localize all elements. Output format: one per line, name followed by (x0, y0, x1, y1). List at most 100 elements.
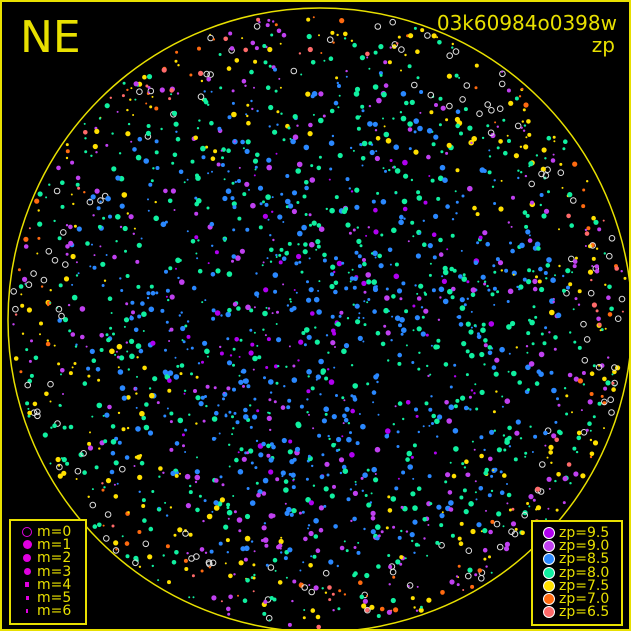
star-point (84, 137, 87, 140)
star-point (264, 543, 269, 548)
star-point (327, 368, 330, 371)
star-point (417, 430, 420, 434)
star-point (386, 433, 390, 437)
star-point (280, 405, 286, 410)
star-point (482, 547, 488, 553)
star-point (470, 584, 475, 589)
star-point (387, 247, 393, 253)
star-point (308, 257, 311, 260)
star-point (113, 540, 119, 546)
star-point (581, 357, 589, 364)
star-point (312, 113, 315, 116)
star-point (438, 96, 443, 101)
star-point (73, 224, 77, 228)
star-point (37, 191, 43, 197)
star-point (352, 303, 355, 306)
star-point (245, 304, 251, 311)
star-point (354, 483, 357, 486)
star-point (383, 60, 388, 65)
star-point (220, 600, 223, 603)
star-point (244, 535, 251, 542)
star-point (263, 60, 268, 65)
star-point (169, 327, 174, 332)
star-point (511, 370, 517, 377)
star-point (477, 280, 480, 283)
star-point (357, 254, 362, 259)
star-point (271, 444, 276, 450)
star-point (525, 229, 531, 235)
star-point (245, 113, 248, 116)
star-point (196, 456, 198, 459)
star-point (451, 46, 454, 49)
star-point (195, 173, 199, 178)
star-point (244, 545, 250, 552)
star-point (373, 207, 378, 213)
star-point (331, 414, 337, 420)
star-point (567, 372, 573, 378)
star-point (60, 180, 65, 185)
star-point (312, 554, 317, 559)
star-point (299, 404, 304, 409)
star-point (267, 307, 271, 310)
star-point (558, 264, 561, 268)
star-point (463, 82, 471, 89)
star-point (138, 490, 141, 493)
star-point (206, 513, 213, 520)
star-point (384, 169, 387, 173)
star-point (493, 371, 499, 377)
color-swatch-icon (543, 526, 555, 539)
star-point (566, 285, 570, 290)
star-point (492, 469, 495, 472)
star-point (350, 190, 354, 193)
star-point (428, 273, 432, 277)
star-point (313, 534, 319, 539)
star-point (205, 145, 209, 149)
star-point (501, 405, 504, 408)
star-point (258, 21, 261, 24)
star-point (388, 564, 393, 569)
star-point (392, 44, 397, 49)
star-point (523, 102, 529, 108)
star-point (254, 46, 259, 51)
star-point (190, 159, 195, 164)
star-point (147, 430, 154, 436)
star-point (374, 129, 378, 132)
star-point (346, 497, 351, 502)
star-point (422, 219, 425, 222)
star-point (104, 103, 110, 109)
star-point (469, 352, 475, 359)
star-point (454, 73, 459, 78)
star-point (218, 53, 222, 56)
star-point (338, 589, 342, 593)
star-point (528, 180, 536, 188)
star-point (410, 596, 415, 601)
star-point (365, 51, 370, 57)
star-point (406, 582, 414, 589)
star-point (396, 445, 400, 448)
star-point (203, 499, 207, 503)
star-point (476, 241, 480, 245)
star-point (504, 541, 510, 548)
star-point (237, 451, 240, 454)
star-point (366, 502, 372, 508)
star-point (352, 285, 357, 290)
star-point (210, 272, 216, 277)
star-point (262, 261, 265, 264)
star-point (327, 585, 332, 590)
star-point (127, 368, 130, 371)
star-point (405, 344, 408, 347)
star-point (562, 288, 566, 293)
star-point (91, 488, 94, 491)
star-point (298, 511, 302, 515)
star-point (58, 312, 65, 320)
star-point (546, 135, 552, 141)
star-point (483, 280, 487, 283)
star-point (226, 66, 232, 71)
star-point (262, 611, 267, 616)
star-point (341, 464, 347, 470)
star-point (391, 294, 396, 299)
star-point (75, 478, 78, 480)
star-point (336, 564, 339, 568)
star-point (455, 109, 461, 114)
star-point (464, 459, 469, 465)
